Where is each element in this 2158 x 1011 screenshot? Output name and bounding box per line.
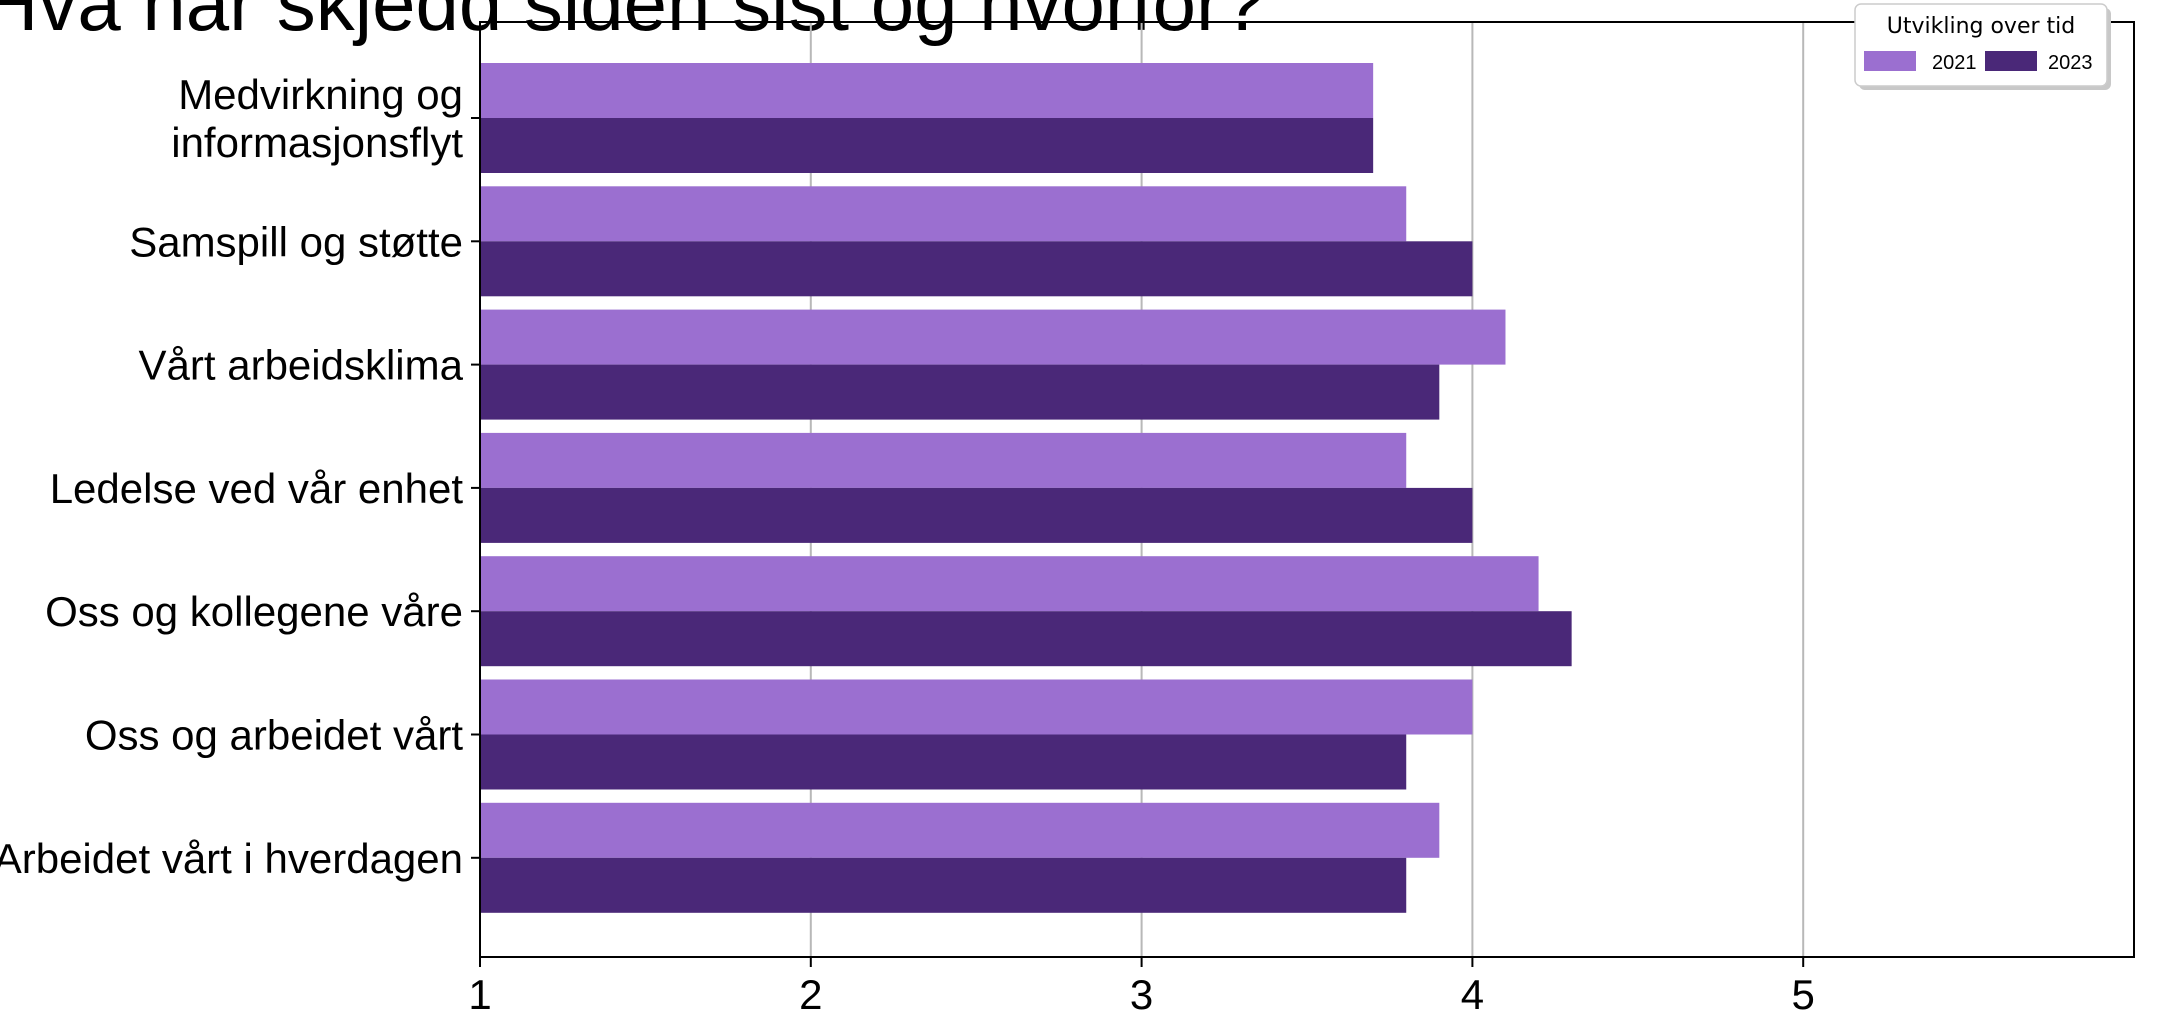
legend-title: Utvikling over tid: [1887, 14, 2075, 39]
bars: [480, 63, 1572, 913]
bar-2023: [480, 611, 1572, 667]
bar-2023: [480, 734, 1407, 790]
legend-label-2021: 2021: [1932, 52, 1977, 74]
bar-2023: [480, 118, 1374, 173]
bar-2021: [480, 802, 1440, 858]
y-tick-label: Oss og kollegene våre: [45, 588, 463, 635]
y-tick-label: Medvirkning og informasjonsflyt: [171, 71, 463, 166]
bar-2023: [480, 857, 1407, 913]
y-tick-label: Arbeidet vårt i hverdagen: [0, 835, 463, 882]
bar-2021: [480, 679, 1473, 735]
legend-label-2023: 2023: [2048, 52, 2093, 74]
bar-2021: [480, 186, 1407, 242]
chart-title: Hva har skjedd siden sist og hvorfor?: [0, 0, 1265, 47]
y-tick-label: Samspill og støtte: [129, 218, 463, 265]
y-tick-label: Vårt arbeidsklima: [139, 342, 464, 389]
legend-swatch-2021: [1864, 51, 1916, 71]
x-axis: 1 2 3 4 5: [468, 957, 1815, 1011]
bar-2021: [480, 63, 1374, 118]
bar-2021: [480, 556, 1539, 612]
x-tick-label: 2: [799, 971, 822, 1011]
bar-2021: [480, 432, 1407, 488]
y-tick-label: Oss og arbeidet vårt: [85, 712, 464, 759]
y-axis: Medvirkning og informasjonsflyt Samspill o…: [0, 71, 480, 882]
bar-2023: [480, 487, 1473, 543]
x-tick-label: 5: [1792, 971, 1815, 1011]
bar-2023: [480, 241, 1473, 297]
bar-2023: [480, 364, 1440, 420]
bar-2021: [480, 309, 1506, 365]
x-tick-label: 1: [468, 971, 491, 1011]
legend-box: [1854, 3, 2108, 87]
y-tick-label: Ledelse ved vår enhet: [50, 465, 464, 512]
legend: Utvikling over tid 2021 2023: [1854, 3, 2111, 90]
plot-frame: [479, 21, 2135, 958]
x-tick-label: 4: [1461, 971, 1484, 1011]
legend-swatch-2023: [1985, 51, 2037, 71]
x-tick-label: 3: [1130, 971, 1153, 1011]
